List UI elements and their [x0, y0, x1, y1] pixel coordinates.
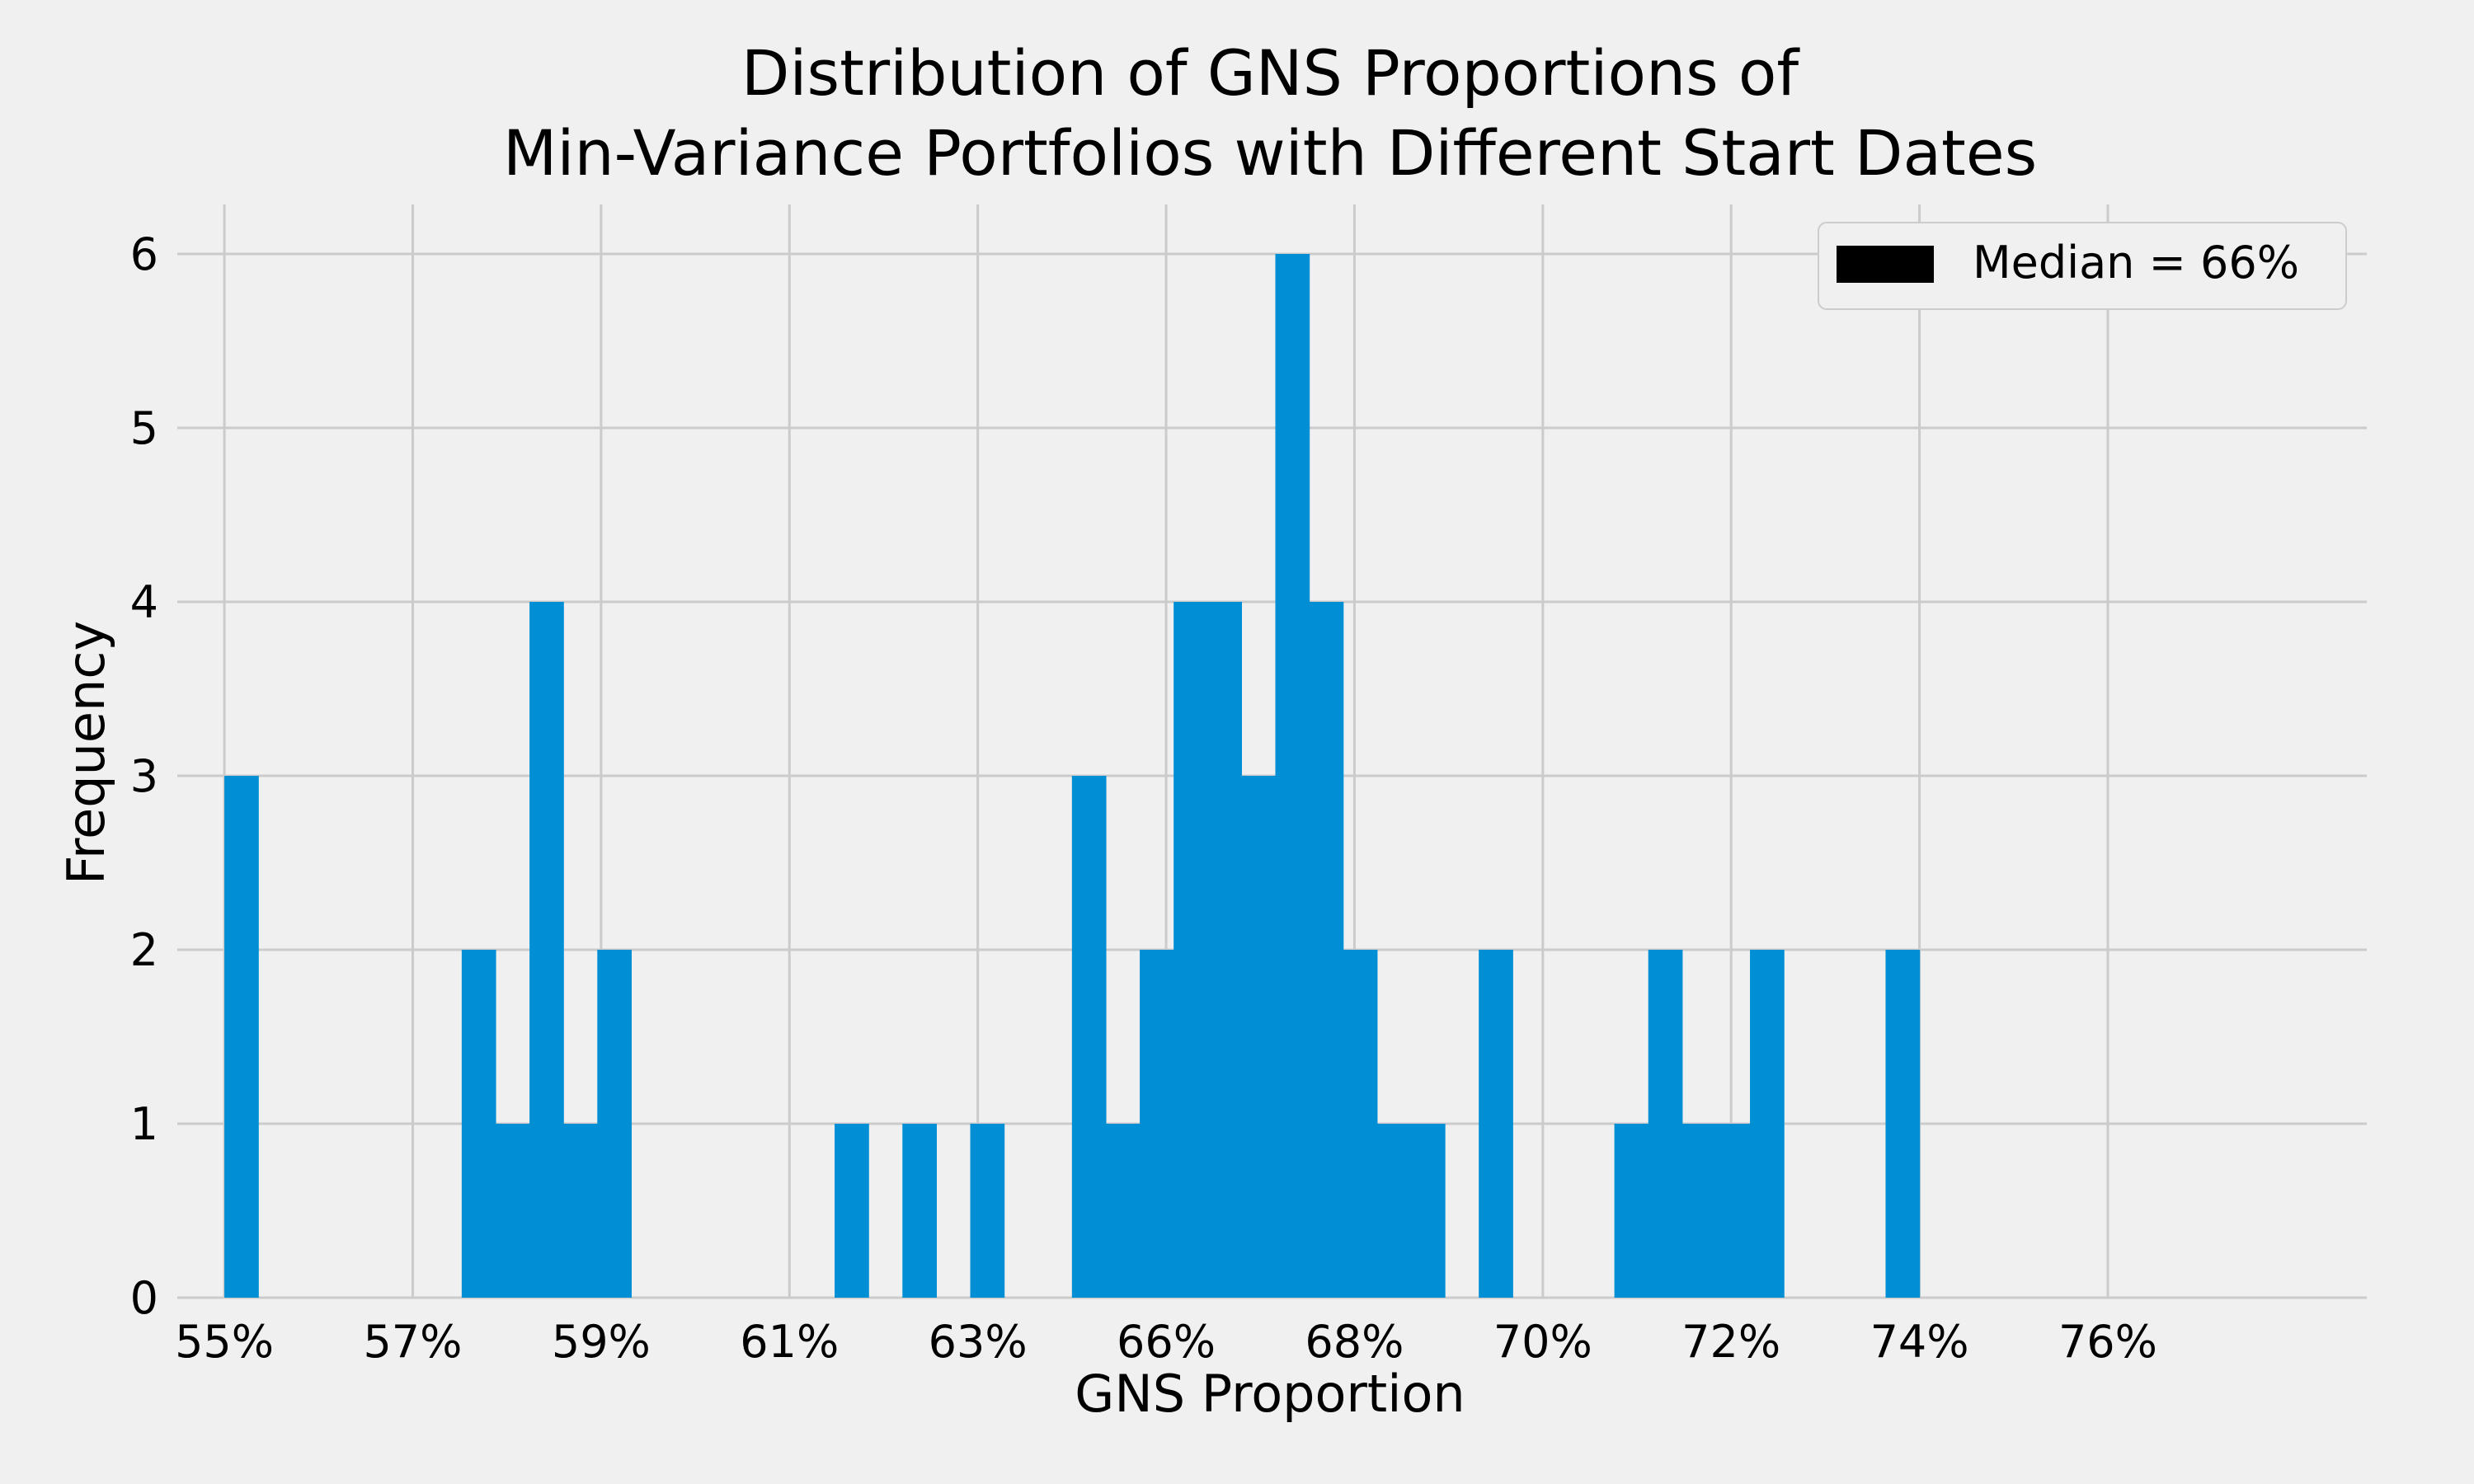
- histogram-bar: [1614, 1124, 1649, 1298]
- histogram-bar: [1071, 776, 1107, 1298]
- x-tick-labels: 55% 57% 59% 61% 63% 66% 68% 70% 72% 74% 76%: [175, 1316, 2157, 1368]
- histogram-bar: [902, 1124, 937, 1298]
- histogram-bar: [495, 1124, 530, 1298]
- histogram-bar: [1376, 1124, 1412, 1298]
- x-tick-label: 57%: [363, 1316, 462, 1368]
- y-tick-label: 4: [130, 576, 158, 628]
- histogram-bar: [1648, 950, 1683, 1298]
- x-tick-label: 59%: [552, 1316, 651, 1368]
- histogram-bar: [563, 1124, 598, 1298]
- histogram-bar: [1275, 254, 1310, 1298]
- y-tick-label: 2: [130, 924, 158, 976]
- histogram-bar: [597, 950, 633, 1298]
- x-tick-label: 74%: [1870, 1316, 1969, 1368]
- x-tick-label: 68%: [1305, 1316, 1404, 1368]
- y-tick-labels: 0 1 2 3 4 5 6: [130, 228, 158, 1324]
- legend: Median = 66%: [1818, 222, 2347, 310]
- y-tick-label: 3: [130, 750, 158, 802]
- y-tick-label: 0: [130, 1272, 158, 1324]
- x-tick-label: 61%: [740, 1316, 839, 1368]
- legend-swatch: [1837, 246, 1934, 283]
- histogram-bar: [835, 1124, 869, 1298]
- histogram-bars: [224, 254, 1921, 1298]
- y-axis-label: Frequency: [56, 621, 116, 885]
- legend-box: [1818, 222, 2347, 310]
- histogram-bar: [1309, 602, 1344, 1298]
- histogram-bar: [1105, 1124, 1141, 1298]
- histogram-bar: [1207, 602, 1242, 1298]
- y-tick-label: 1: [130, 1098, 158, 1150]
- legend-label: Median = 66%: [1973, 237, 2299, 289]
- y-tick-label: 6: [130, 228, 158, 280]
- x-tick-label: 55%: [175, 1316, 274, 1368]
- histogram-bar: [1885, 950, 1921, 1298]
- histogram-bar: [1479, 950, 1513, 1298]
- histogram-bar: [1174, 602, 1208, 1298]
- chart-title-line-2: Min-Variance Portfolios with Different S…: [503, 116, 2037, 190]
- histogram-bar: [461, 950, 496, 1298]
- histogram-bar: [1343, 950, 1378, 1298]
- histogram-bar: [224, 776, 259, 1298]
- histogram-bar: [1241, 776, 1277, 1298]
- histogram-bar: [970, 1124, 1005, 1298]
- y-tick-label: 5: [130, 402, 158, 454]
- x-tick-label: 70%: [1493, 1316, 1592, 1368]
- x-tick-label: 63%: [929, 1316, 1028, 1368]
- x-tick-label: 66%: [1117, 1316, 1216, 1368]
- x-tick-label: 76%: [2058, 1316, 2157, 1368]
- chart-title-line-1: Distribution of GNS Proportions of: [741, 36, 1800, 110]
- histogram-bar: [1681, 1124, 1717, 1298]
- histogram-bar: [1715, 1124, 1751, 1298]
- histogram-bar: [1410, 1124, 1446, 1298]
- histogram-bar: [1140, 950, 1174, 1298]
- x-axis-label: GNS Proportion: [1075, 1364, 1465, 1424]
- histogram-bar: [1750, 950, 1785, 1298]
- x-tick-label: 72%: [1681, 1316, 1780, 1368]
- histogram-bar: [529, 602, 564, 1298]
